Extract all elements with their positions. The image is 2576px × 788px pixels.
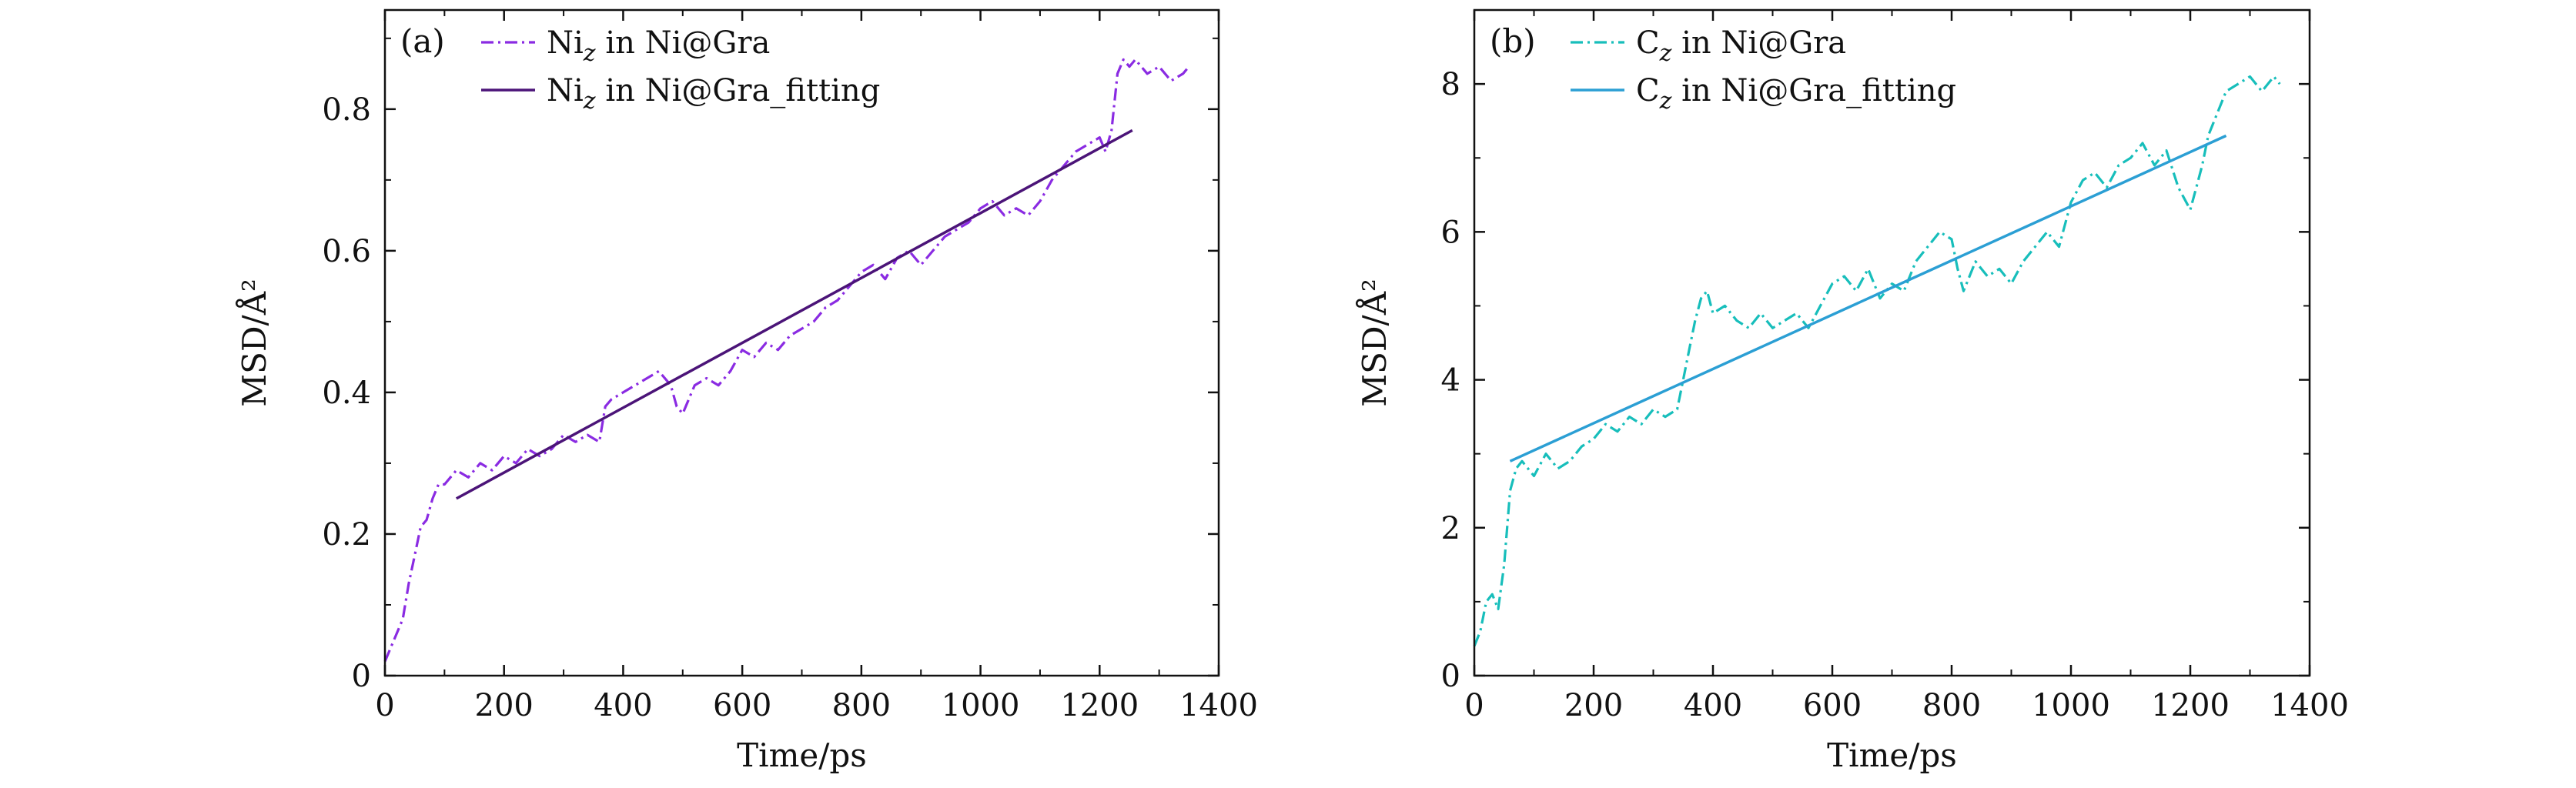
legend-main: Ni — [547, 25, 584, 61]
x-tick-label: 800 — [832, 688, 891, 723]
y-tick-label: 0 — [352, 659, 371, 694]
x-tick-label: 600 — [713, 688, 771, 723]
x-axis-label: Time/ps — [1827, 736, 1957, 774]
legend-subscript: z — [1659, 88, 1672, 115]
series-line-2 — [455, 129, 1133, 500]
x-tick-label: 800 — [1922, 688, 1981, 723]
legend-rest: in Ni@Gra — [596, 25, 771, 61]
x-tick-label: 1400 — [2270, 688, 2349, 723]
x-tick-label: 200 — [1564, 688, 1623, 723]
x-tick-label: 400 — [1684, 688, 1742, 723]
y-tick-label: 0.4 — [322, 376, 371, 411]
y-tick-label: 0 — [1441, 659, 1460, 694]
series-line-2 — [1509, 134, 2227, 462]
legend-main: C — [1636, 73, 1660, 109]
x-axis-label: Time/ps — [737, 736, 867, 774]
y-tick-label: 0.2 — [322, 517, 371, 553]
plot-frame — [383, 8, 1220, 677]
panel-b: 0 200 400 600 800 1000 1200 1400 0 2 4 6 8 Time/ps MSD… — [1355, 8, 2349, 774]
x-tick-label: 0 — [375, 688, 394, 723]
y-tick-label: 0.8 — [322, 92, 371, 128]
legend-rest: in Ni@Gra — [1671, 25, 1846, 61]
x-tick-label: 1200 — [1060, 688, 1139, 723]
x-tick-label: 400 — [594, 688, 652, 723]
panel-label: (b) — [1490, 22, 1536, 60]
legend-subscript: z — [583, 88, 596, 115]
y-tick-label: 6 — [1441, 215, 1460, 250]
y-tick-label: 2 — [1441, 511, 1460, 546]
y-axis-label: MSD/Å² — [1355, 279, 1393, 407]
legend-rest: in Ni@Gra_fitting — [1671, 73, 1956, 109]
x-tick-label: 1200 — [2151, 688, 2230, 723]
legend-entry-2: Niz in Ni@Gra_fitting — [547, 73, 880, 115]
legend-rest: in Ni@Gra_fitting — [596, 73, 881, 109]
x-tick-label: 1000 — [942, 688, 1020, 723]
legend-main: Ni — [547, 73, 584, 109]
panel-label: (a) — [400, 22, 445, 60]
series-line-1 — [1473, 75, 2281, 647]
x-tick-label: 0 — [1464, 688, 1484, 723]
x-tick-label: 1000 — [2032, 688, 2110, 723]
series-line-1 — [383, 58, 1190, 663]
y-tick-label: 8 — [1441, 67, 1460, 102]
legend-subscript: z — [1659, 40, 1672, 67]
y-tick-label: 0.6 — [322, 234, 371, 269]
legend-main: C — [1636, 25, 1660, 61]
x-tick-label: 200 — [475, 688, 534, 723]
y-axis-label: MSD/Å² — [235, 279, 273, 407]
legend-subscript: z — [583, 40, 596, 67]
legend-entry-1: Niz in Ni@Gra — [547, 25, 770, 67]
plot-frame — [1473, 8, 2311, 677]
legend-entry-2: Cz in Ni@Gra_fitting — [1636, 73, 1956, 115]
panel-a: 0 200 400 600 800 1000 1200 1400 0 0.2 0.4 0.6 0.8 Ti… — [235, 8, 1258, 774]
y-tick-label: 4 — [1441, 363, 1460, 399]
x-tick-label: 600 — [1803, 688, 1862, 723]
x-tick-label: 1400 — [1179, 688, 1258, 723]
legend-entry-1: Cz in Ni@Gra — [1636, 25, 1846, 67]
